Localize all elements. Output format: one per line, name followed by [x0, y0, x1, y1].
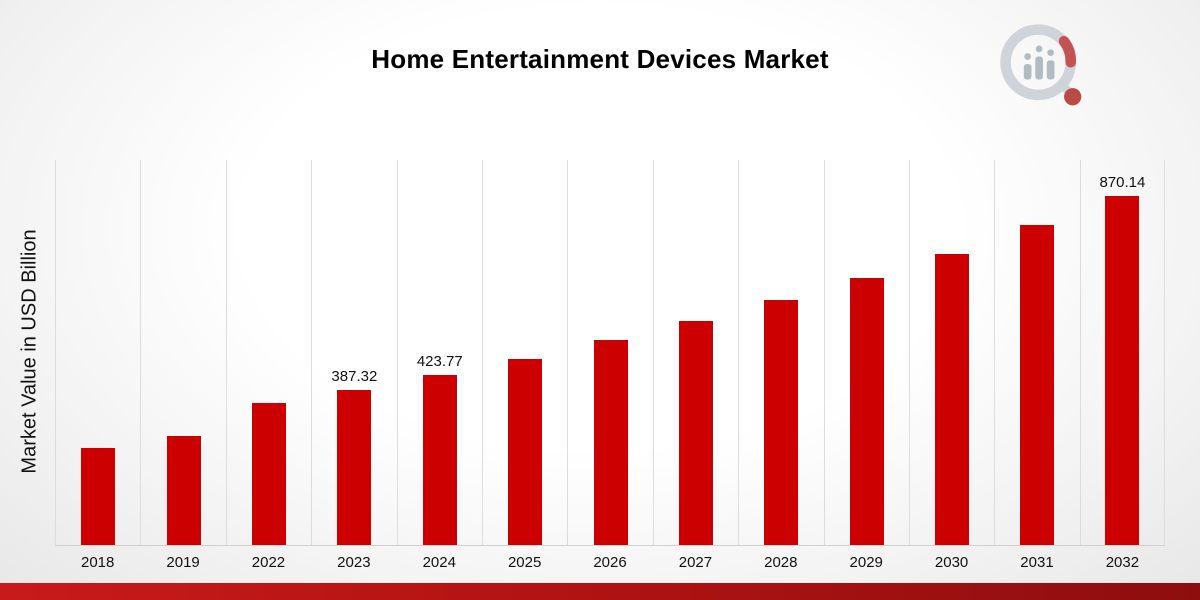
footer-accent-bar	[0, 583, 1200, 600]
x-tick-label: 2024	[422, 554, 456, 571]
bar-cell: 2029	[823, 160, 909, 590]
x-axis-line	[55, 545, 1165, 546]
x-tick-label: 2025	[507, 554, 542, 571]
bar-2025	[508, 359, 543, 545]
x-tick-label: 2023	[337, 554, 371, 571]
x-tick-label: 2032	[1105, 554, 1140, 571]
bar-column	[652, 160, 738, 545]
bar-2018	[81, 448, 116, 545]
bar-column	[738, 160, 823, 545]
bar-2027	[678, 321, 713, 545]
bar-cell: 2028	[738, 160, 823, 590]
x-tick-label: 2026	[593, 554, 627, 571]
logo-graphic	[1000, 24, 1082, 106]
bar-2032	[1105, 196, 1140, 545]
bar-2023	[337, 390, 372, 545]
x-tick-label: 2029	[849, 554, 883, 571]
logo-dot-3	[1047, 49, 1054, 57]
bar-value-label: 423.77	[416, 353, 463, 370]
x-tick-label: 2031	[1020, 554, 1054, 571]
bar-cell: 2030	[908, 160, 994, 590]
handle-red-dot	[1064, 88, 1082, 106]
bar-cell: 2019	[140, 160, 225, 590]
bar-cell: 2018	[55, 160, 140, 590]
bar-column	[823, 160, 909, 545]
bar-column	[55, 160, 140, 545]
bar-cell: 423.77 2024	[396, 160, 482, 590]
y-axis-title: Market Value in USD Billion	[18, 229, 41, 474]
x-tick-label: 2022	[251, 554, 286, 571]
bar-2028	[764, 300, 799, 545]
logo-bar-3	[1046, 60, 1055, 80]
bar-cell: 2026	[567, 160, 652, 590]
bar-value-label: 870.14	[1099, 174, 1146, 191]
x-tick-label: 2027	[678, 554, 713, 571]
x-tick-label: 2019	[166, 554, 200, 571]
bar-column	[140, 160, 225, 545]
bar-2022	[251, 403, 286, 545]
bar-column	[994, 160, 1079, 545]
bar-cell: 870.14 2032	[1079, 160, 1166, 590]
chart-title: Home Entertainment Devices Market	[371, 44, 829, 74]
logo-bar-2	[1035, 56, 1043, 80]
x-tick-label: 2028	[764, 554, 798, 571]
bar-2024	[422, 375, 457, 545]
bar-cell: 2022	[225, 160, 311, 590]
bar-column	[481, 160, 567, 545]
logo-dot-2	[1035, 45, 1043, 53]
bar-2030	[935, 254, 970, 545]
logo-dot-1	[1024, 53, 1031, 60]
ring-red-arc	[1058, 35, 1077, 68]
logo-bar-1	[1023, 64, 1032, 80]
x-tick-label: 2018	[81, 554, 115, 571]
x-tick-label: 2030	[934, 554, 969, 571]
plot-area: 2018 2019 2022 387.32 2023 423.77 2024 2025 2026…	[55, 160, 1166, 590]
bar-column: 423.77	[396, 160, 482, 545]
bar-column: 870.14	[1079, 160, 1166, 545]
bar-column	[908, 160, 994, 545]
bar-value-label: 387.32	[331, 368, 378, 385]
bar-column: 387.32	[311, 160, 396, 545]
bar-cell: 387.32 2023	[311, 160, 396, 590]
bar-cell: 2031	[994, 160, 1079, 590]
bar-cell: 2027	[652, 160, 738, 590]
bar-2029	[849, 278, 884, 545]
bar-cell: 2025	[481, 160, 567, 590]
bar-2026	[593, 340, 628, 545]
bar-column	[225, 160, 311, 545]
bar-2019	[166, 436, 201, 545]
bar-column	[567, 160, 652, 545]
bar-2031	[1020, 225, 1055, 545]
market-research-logo	[994, 22, 1090, 114]
